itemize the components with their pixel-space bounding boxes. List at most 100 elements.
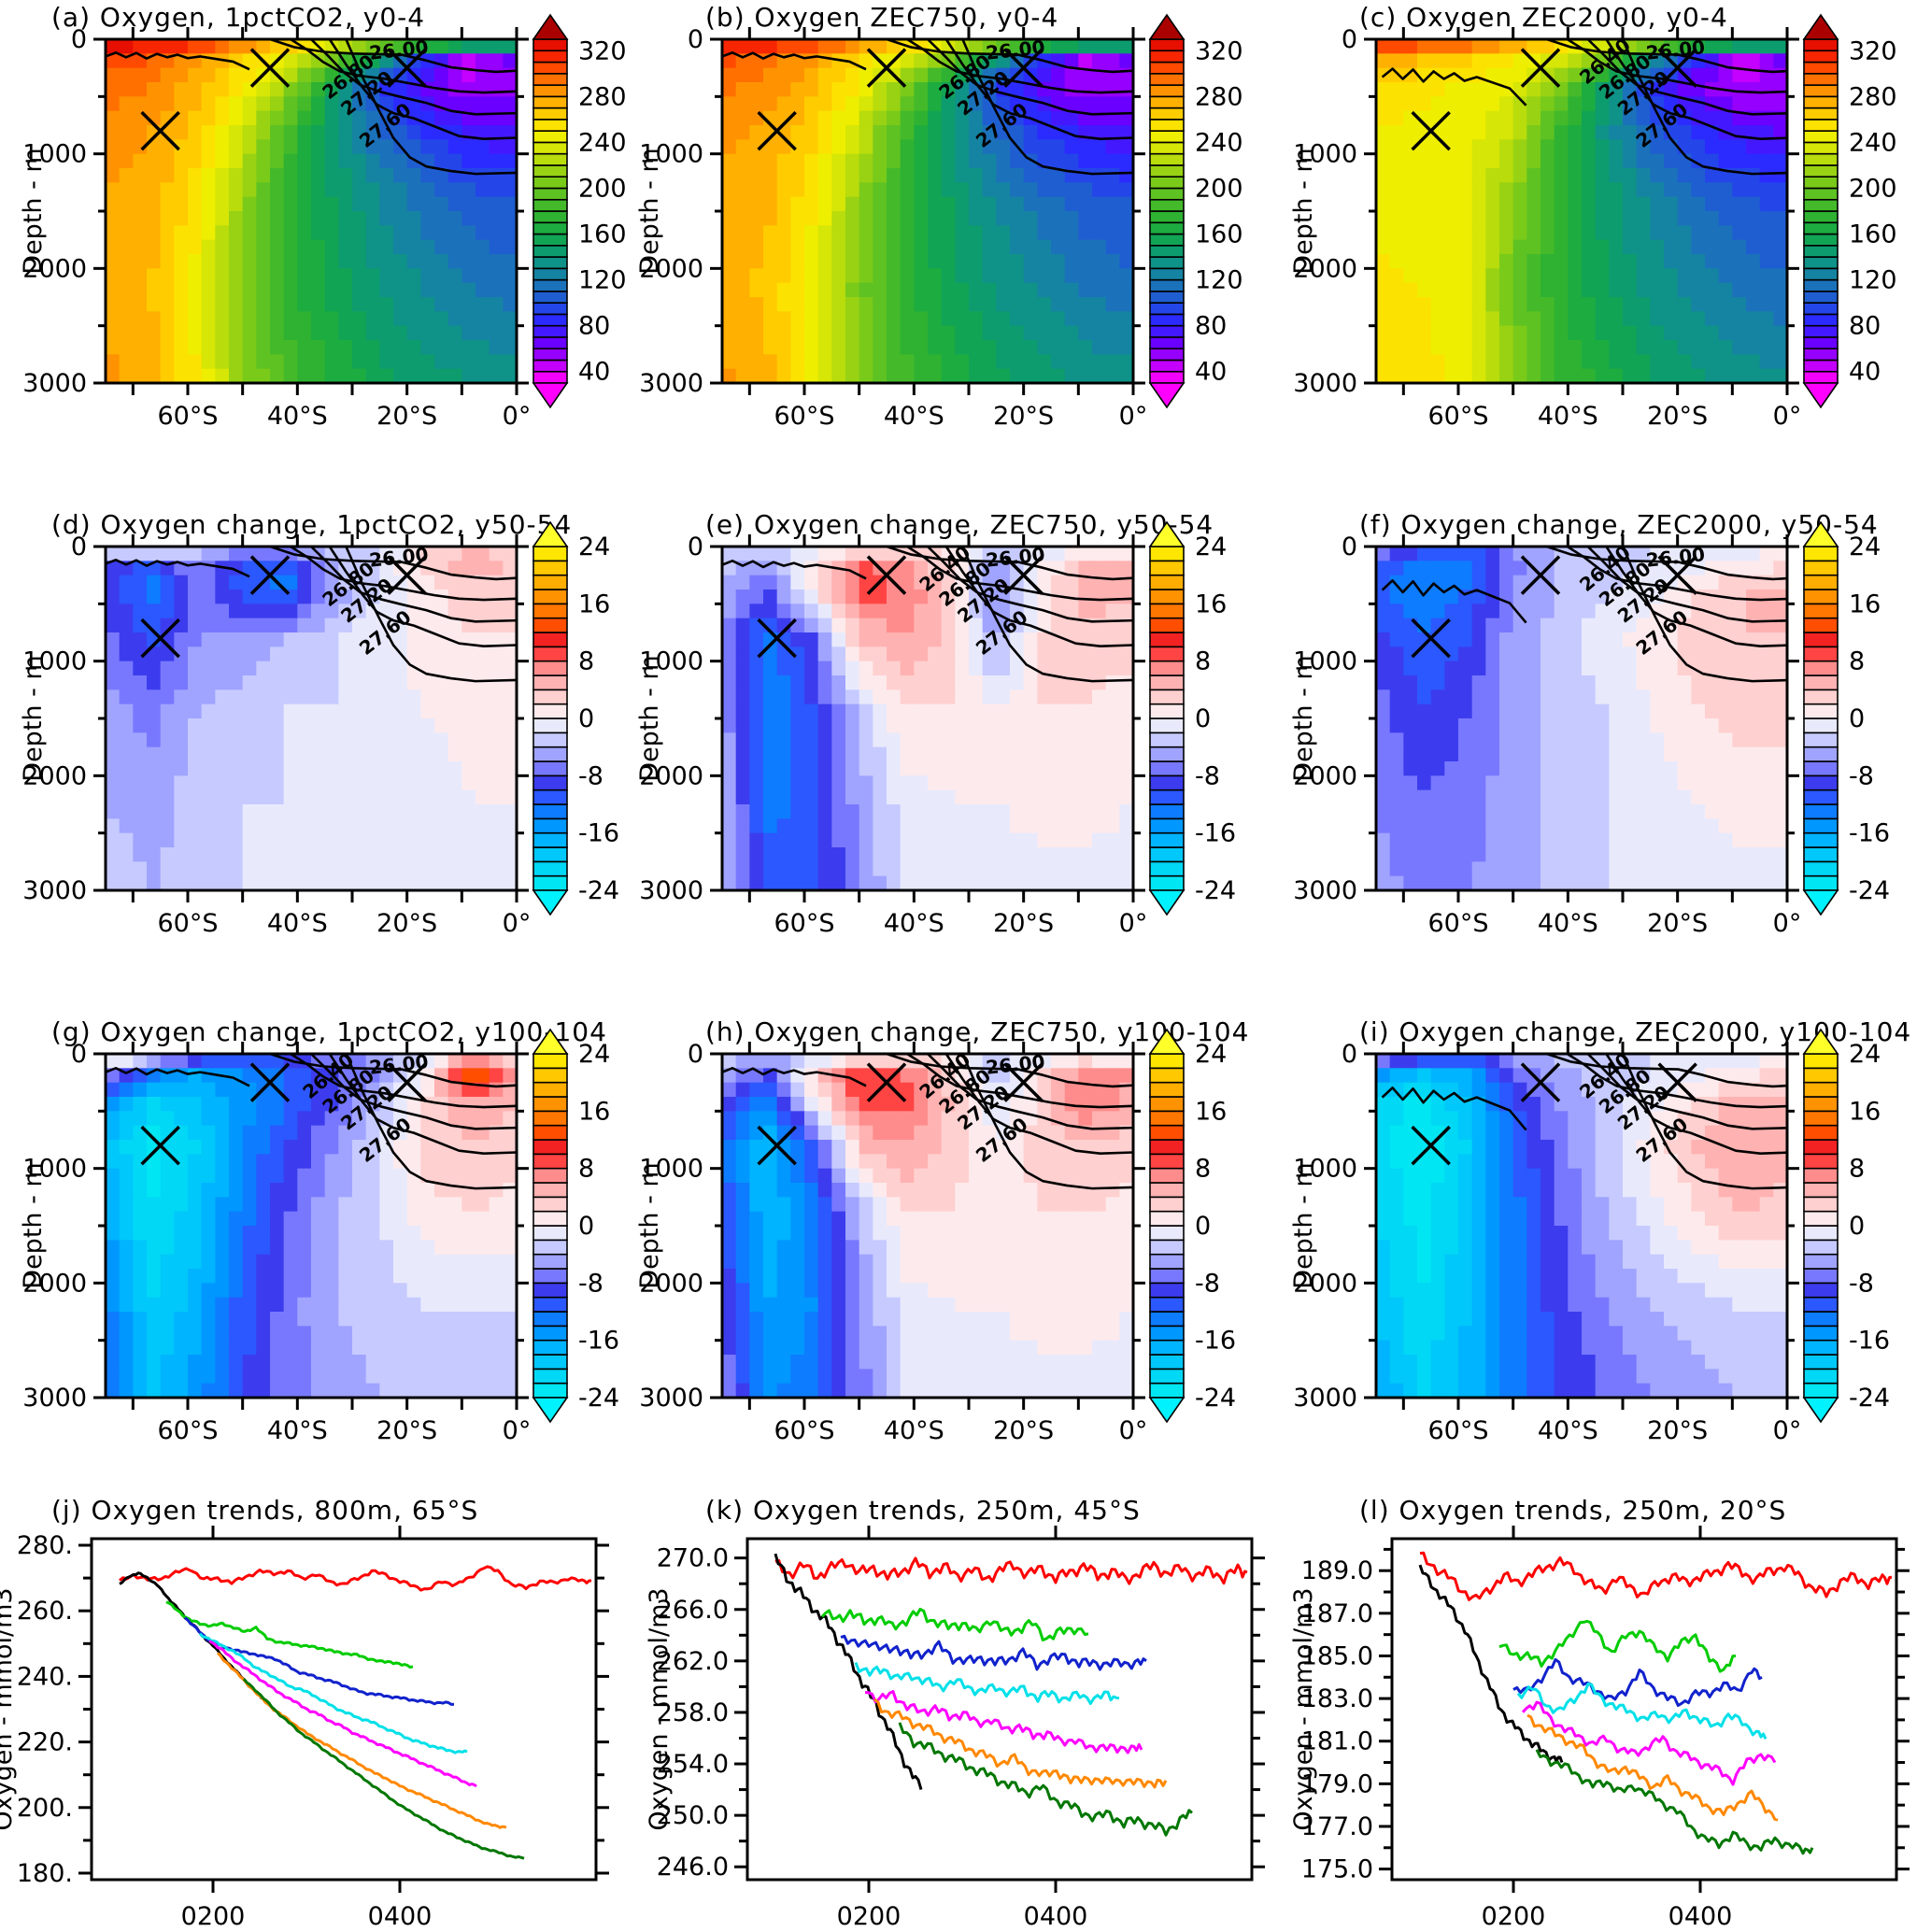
contours-c (1381, 39, 1787, 176)
svg-text:160: 160 (1849, 220, 1897, 249)
svg-text:2000: 2000 (639, 761, 703, 790)
contours-f (1381, 547, 1787, 683)
svg-text:320: 320 (1849, 36, 1897, 65)
station-markers (140, 1062, 427, 1166)
map-axes-ticks (1364, 1042, 1799, 1410)
trend-ylabel: Oxygen - mmol/m3 (1289, 1587, 1318, 1830)
svg-text:200: 200 (1195, 174, 1243, 203)
svg-text:280: 280 (578, 82, 627, 111)
svg-text:60°S: 60°S (1428, 909, 1489, 938)
map-x-labels: 60°S 40°S 20°S 0° (1428, 1416, 1802, 1445)
svg-text:0: 0 (1849, 704, 1865, 733)
svg-text:120: 120 (1849, 266, 1897, 295)
panel-f-title: (f) Oxygen change, ZEC2000, y50-54 (1359, 509, 1879, 540)
map-axes-ticks (1364, 534, 1799, 902)
map-ylabel: Depth - m (635, 1162, 664, 1288)
svg-text:120: 120 (1195, 266, 1243, 295)
svg-text:1000: 1000 (1293, 647, 1357, 676)
map-x-labels: 60°S 40°S 20°S 0° (1428, 909, 1802, 938)
heatmap-a (106, 39, 517, 383)
map-ylabel: Depth - m (19, 655, 48, 781)
svg-text:280: 280 (1195, 82, 1243, 111)
svg-text:1000: 1000 (22, 647, 87, 676)
map-axes-ticks (710, 27, 1145, 395)
trend-series-j (119, 1565, 592, 1860)
map-x-labels: 60°S 40°S 20°S 0° (158, 1416, 532, 1445)
trend-panel-k: 0200 0400 270.0266.0262.0258.0254.0250.024… (645, 1526, 1265, 1931)
station-markers (140, 48, 427, 151)
svg-text:-8: -8 (1849, 761, 1874, 790)
trend-panel-l: 0200 0400 189.0187.0185.0183.0181.0179.017… (1289, 1526, 1910, 1931)
svg-text:1000: 1000 (1293, 140, 1357, 169)
station-markers (1411, 48, 1697, 151)
map-ylabel: Depth - m (635, 148, 664, 274)
station-markers (757, 1062, 1044, 1166)
panel-j-title: (j) Oxygen trends, 800m, 65°S (51, 1495, 479, 1526)
svg-text:160: 160 (578, 220, 627, 249)
trend-series-l (1418, 1551, 1893, 1855)
map-x-labels: 60°S 40°S 20°S 0° (774, 909, 1148, 938)
svg-text:200: 200 (1849, 174, 1897, 203)
svg-text:200: 200 (578, 174, 627, 203)
svg-text:240: 240 (1849, 128, 1897, 157)
svg-text:2000: 2000 (1293, 254, 1357, 283)
panel-b-title: (b) Oxygen ZEC750, y0-4 (705, 2, 1059, 33)
map-ylabel: Depth - m (1289, 148, 1318, 274)
contours-h (722, 1054, 1133, 1190)
station-markers (757, 48, 1044, 151)
svg-text:20°S: 20°S (993, 402, 1054, 431)
map-y-labels: 0 1000 2000 3000 (22, 25, 87, 398)
svg-text:1000: 1000 (639, 647, 703, 676)
station-markers (757, 555, 1044, 659)
panel-a-title: (a) Oxygen, 1pctCO2, y0-4 (51, 2, 426, 33)
svg-text:20°S: 20°S (376, 909, 437, 938)
trend-x-labels: 0200 0400 (837, 1902, 1088, 1931)
trend-ylabel: Oxygen - mmol/m3 (645, 1587, 674, 1830)
map-y-labels: 0 1000 2000 3000 (22, 533, 87, 905)
map-axes-ticks (1364, 27, 1799, 395)
svg-text:24: 24 (1195, 533, 1227, 561)
svg-text:40°S: 40°S (1538, 909, 1598, 938)
svg-text:0: 0 (71, 25, 87, 54)
map-x-labels: 60°S 40°S 20°S 0° (158, 909, 532, 938)
svg-text:3000: 3000 (22, 369, 87, 398)
svg-text:2000: 2000 (1293, 761, 1357, 790)
svg-text:-24: -24 (1195, 876, 1236, 905)
svg-text:40°S: 40°S (267, 909, 328, 938)
svg-text:8: 8 (1849, 647, 1865, 676)
map-axes-ticks (710, 1042, 1145, 1410)
svg-text:0°: 0° (503, 402, 532, 431)
trend-axes-ticks (734, 1526, 1265, 1893)
trend-x-labels: 0200 0400 (181, 1902, 433, 1931)
contours-g (106, 1054, 517, 1190)
svg-text:120: 120 (578, 266, 627, 295)
svg-text:8: 8 (1195, 647, 1211, 676)
map-y-labels: 0 1000 2000 3000 (639, 25, 703, 398)
svg-text:0°: 0° (503, 909, 532, 938)
map-x-labels: 60°S 40°S 20°S 0° (774, 402, 1148, 431)
svg-text:60°S: 60°S (158, 909, 219, 938)
svg-text:3000: 3000 (22, 876, 87, 905)
heatmap-e (722, 547, 1133, 890)
svg-text:-16: -16 (1195, 819, 1236, 848)
map-ylabel: Depth - m (1289, 655, 1318, 781)
svg-text:40°S: 40°S (1538, 402, 1598, 431)
svg-text:40°S: 40°S (884, 402, 944, 431)
colorbar-b: 320 280 240 200 160 120 80 40 (1148, 13, 1243, 409)
panel-k-title: (k) Oxygen trends, 250m, 45°S (705, 1495, 1141, 1526)
svg-text:0: 0 (688, 25, 703, 54)
svg-text:60°S: 60°S (774, 402, 835, 431)
map-ylabel: Depth - m (19, 148, 48, 274)
svg-text:-8: -8 (578, 761, 603, 790)
trend-x-labels: 0200 0400 (1482, 1902, 1733, 1931)
